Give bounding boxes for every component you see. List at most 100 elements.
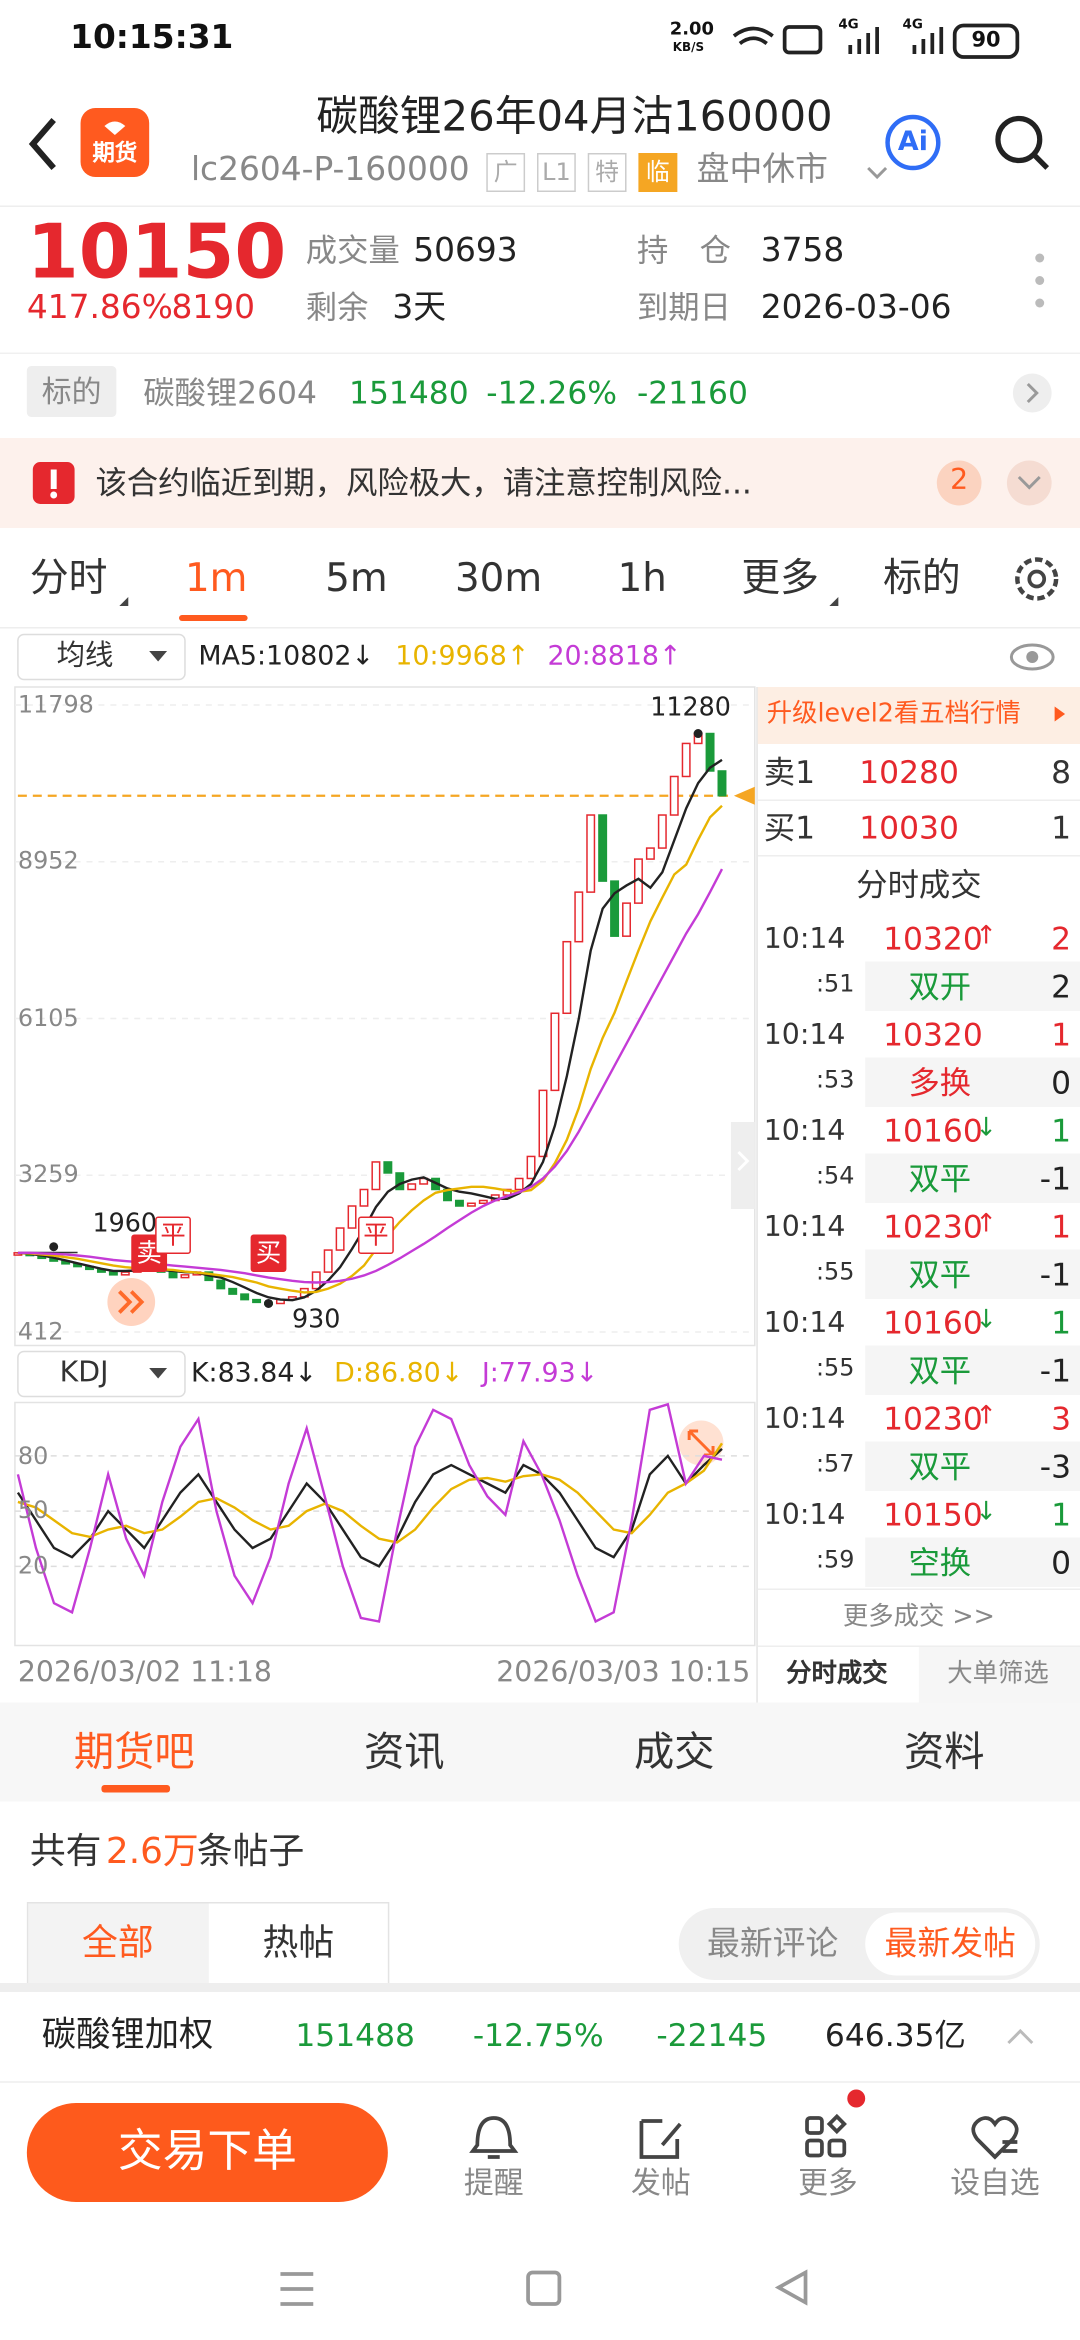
stat-value: 3758 — [760, 232, 845, 271]
candle — [562, 940, 572, 1015]
ai-icon[interactable] — [885, 114, 941, 171]
x-range-end: 2026/03/03 10:15 — [496, 1656, 751, 1689]
search-icon[interactable] — [995, 115, 1043, 164]
eye-icon[interactable] — [1009, 643, 1055, 671]
post-filter[interactable]: 热帖 — [262, 1921, 335, 1964]
alert-chevron[interactable] — [1006, 460, 1052, 506]
post-sort[interactable]: 最新发帖 — [884, 1926, 1016, 1964]
content-tab[interactable]: 资讯 — [363, 1729, 445, 1777]
stat-label: 持 仓 — [636, 232, 731, 269]
candle — [681, 742, 691, 778]
candle — [645, 847, 655, 860]
indicator-select[interactable] — [17, 633, 186, 681]
trade-price: 10320 — [883, 921, 983, 957]
trade-arrow: ↑ — [975, 1209, 997, 1239]
signal-label: 4G — [902, 18, 923, 33]
status-icons — [732, 23, 1020, 59]
panel-tab[interactable]: 大单筛选 — [947, 1659, 1049, 1689]
dropdown-icon[interactable] — [867, 166, 888, 180]
content-tab-underline — [101, 1785, 171, 1793]
post-sort[interactable]: 最新评论 — [707, 1926, 839, 1964]
nav-menu[interactable] — [280, 2272, 314, 2306]
period-tab[interactable]: 5m — [325, 556, 388, 602]
bell-icon[interactable] — [469, 2116, 519, 2159]
underlying-chevron[interactable] — [1012, 373, 1052, 413]
trade-kind-bg — [865, 1249, 1080, 1299]
y-tick-label: 80 — [17, 1440, 49, 1470]
trade-marker: 平 — [358, 1216, 394, 1254]
sort-active-bg — [865, 1912, 1036, 1976]
price-annotation: 930 — [292, 1304, 341, 1335]
period-tab[interactable]: 更多 — [741, 556, 819, 602]
period-tab[interactable]: 分时 — [29, 556, 108, 602]
trade-price: 10320 — [883, 1017, 983, 1053]
indicator-select[interactable] — [17, 1350, 186, 1398]
candle — [323, 1249, 333, 1273]
posts-count: 2.6万 — [105, 1830, 199, 1872]
action-label[interactable]: 提醒 — [463, 2164, 524, 2201]
ticker-turnover: 646.35亿 — [824, 2017, 966, 2054]
alert-text: 该合约临近到期，风险极大，请注意控制风险... — [95, 465, 752, 501]
ticker-price: 151488 — [295, 2017, 415, 2054]
period-tab[interactable]: 标的 — [883, 556, 961, 602]
kdj-value: K:83.84↓ — [190, 1357, 317, 1389]
stat-value: 50693 — [413, 232, 518, 271]
trade-volume: 1 — [1051, 1113, 1072, 1149]
period-tab[interactable]: 30m — [454, 556, 543, 602]
alert-icon-dot — [50, 491, 58, 499]
book-side: 卖1 — [763, 754, 816, 791]
content-tab[interactable]: 期货吧 — [73, 1729, 195, 1777]
candle — [108, 1271, 118, 1276]
content-tab[interactable]: 资料 — [903, 1729, 985, 1777]
action-label[interactable]: 发帖 — [630, 2164, 691, 2201]
watchlist-icon[interactable] — [971, 2116, 1019, 2160]
trade-button-bg[interactable] — [26, 2103, 388, 2202]
search-icon-handle — [1031, 152, 1050, 170]
candle — [526, 1155, 536, 1180]
action-label[interactable]: 设自选 — [950, 2164, 1040, 2201]
book-price: 10030 — [859, 810, 959, 846]
candle — [216, 1279, 226, 1290]
candle — [168, 1271, 178, 1279]
trade-volume: 1 — [1051, 1497, 1072, 1533]
panel-tab[interactable]: 分时成交 — [786, 1659, 888, 1689]
chevron-path — [1017, 475, 1041, 490]
candle — [359, 1188, 369, 1207]
candle — [180, 1274, 190, 1279]
more-icon[interactable] — [805, 2116, 824, 2135]
post-icon[interactable] — [639, 2119, 682, 2159]
content-tab[interactable]: 成交 — [633, 1729, 715, 1777]
candle — [514, 1177, 524, 1191]
action-label[interactable]: 更多 — [798, 2164, 858, 2201]
post-filter[interactable]: 全部 — [82, 1921, 154, 1964]
period-tab[interactable]: 1h — [617, 556, 667, 602]
ai-label[interactable]: Ai — [897, 126, 928, 158]
settings-icon[interactable] — [1015, 557, 1059, 601]
book-side: 买1 — [763, 810, 816, 846]
nav-back[interactable] — [774, 2269, 808, 2306]
net-unit: KB/S — [672, 40, 705, 55]
trade-button[interactable]: 交易下单 — [117, 2125, 297, 2178]
trade-kind: 双平 — [908, 1449, 972, 1485]
trade-kind-bg — [865, 1345, 1080, 1395]
period-tab[interactable]: 1m — [184, 556, 248, 602]
more-trades[interactable]: 更多成交 >> — [842, 1602, 995, 1632]
trade-volume: 2 — [1051, 921, 1072, 957]
trade-kind: 双平 — [908, 1161, 972, 1197]
contract-code: lc2604-P-160000 — [190, 151, 470, 190]
trade-time: 10:14 — [763, 1018, 846, 1052]
book-price: 10280 — [859, 754, 959, 791]
back-icon[interactable] — [28, 118, 56, 170]
ticker-expand[interactable] — [1007, 2028, 1034, 2045]
ma-value: 20:8818↑ — [547, 640, 682, 672]
trade-sec: :55 — [815, 1257, 855, 1286]
settings-icon-core — [1027, 569, 1047, 589]
chevron-path — [1026, 382, 1039, 404]
trade-oi-change: -1 — [1039, 1257, 1072, 1293]
level2-banner-bg[interactable] — [757, 687, 1080, 744]
more-dots[interactable] — [1035, 253, 1045, 308]
level2-banner[interactable]: 升级level2看五档行情 — [766, 699, 1021, 729]
candle — [610, 880, 620, 937]
nav-home[interactable] — [526, 2270, 562, 2306]
y-tick-label: 3259 — [17, 1160, 79, 1189]
